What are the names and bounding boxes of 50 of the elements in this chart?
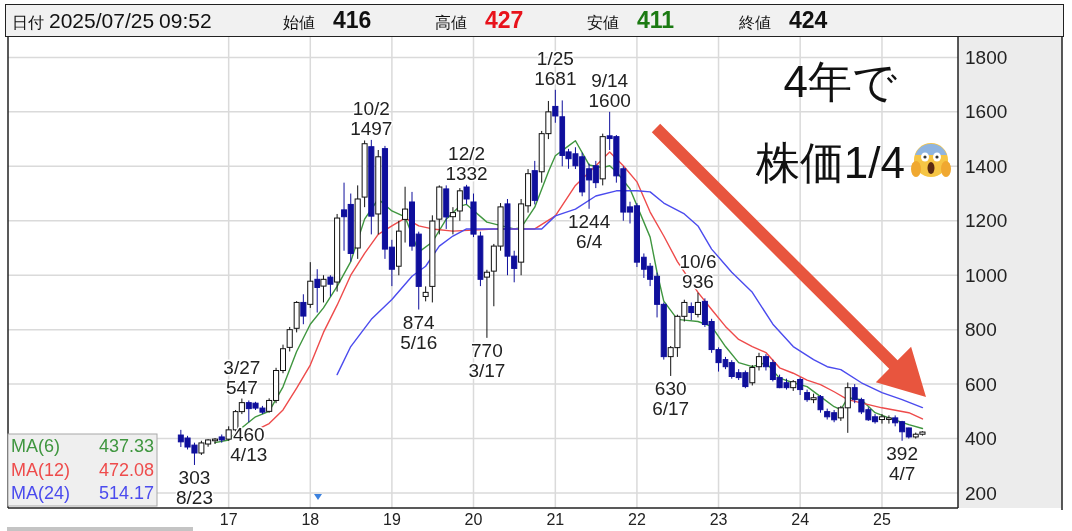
x-tick-label: 19 xyxy=(382,511,401,528)
candlestick xyxy=(307,261,314,309)
x-tick-label: 25 xyxy=(873,511,891,528)
annotation: 9/14 1600 xyxy=(588,69,631,111)
annotation: 460 4/13 xyxy=(230,424,268,466)
text: MA(12) 472.08 xyxy=(11,459,154,480)
chart-title: 日付 2025/07/25 09:52 xyxy=(12,9,212,32)
annotation: 12/2 1332 xyxy=(445,142,488,184)
y-tick-label: 1000 xyxy=(965,264,1008,286)
candlestick xyxy=(286,326,293,352)
y-tick-label: 200 xyxy=(965,482,997,504)
candlestick xyxy=(320,274,327,303)
candlestick xyxy=(449,206,456,235)
candlestick xyxy=(402,186,409,244)
candlestick xyxy=(463,184,470,205)
annotation: 770 3/17 xyxy=(468,339,506,381)
annotation: 630 6/17 xyxy=(652,377,690,419)
annotation: 874 5/16 xyxy=(400,311,438,353)
x-tick-label: 23 xyxy=(709,511,728,528)
text: MA(24) 514.17 xyxy=(11,483,154,503)
candlestick xyxy=(749,364,756,386)
annotation: 392 4/7 xyxy=(886,442,918,484)
y-tick-label: 600 xyxy=(965,373,997,395)
y-tick-label: 800 xyxy=(965,319,997,341)
candlestick xyxy=(483,269,490,339)
y-tick-label: 1800 xyxy=(965,46,1008,68)
y-tick-label: 400 xyxy=(965,428,997,450)
y-tick-label: 1600 xyxy=(965,101,1008,123)
y-tick-label: 1200 xyxy=(965,210,1008,232)
annotation: 1244 6/4 xyxy=(567,210,611,252)
annotation: 株価1/4 xyxy=(754,138,905,187)
text: 始値 416 高値 427 安値 411 終値 424 xyxy=(283,7,828,33)
y-tick-label: 1400 xyxy=(965,155,1008,177)
annotation: 4年で xyxy=(783,57,897,106)
candlestick xyxy=(314,268,321,314)
x-tick-label: 24 xyxy=(791,511,810,528)
annotation: 10/2 1497 xyxy=(350,97,393,139)
x-tick-label: 18 xyxy=(301,511,320,528)
annotation: 3/27 547 xyxy=(223,356,261,398)
x-tick-label: 22 xyxy=(628,511,646,528)
x-tick-label: 20 xyxy=(464,511,483,528)
annotation: 1/25 1681 xyxy=(534,47,577,89)
candlestick xyxy=(694,292,702,318)
x-tick-label: 17 xyxy=(219,511,238,528)
candlestick xyxy=(327,274,334,297)
candlestick xyxy=(456,187,463,222)
candlestick xyxy=(300,293,307,325)
annotation: 303 8/23 xyxy=(175,466,213,508)
text: MA(6) 437.33 xyxy=(11,436,154,456)
x-tick-label: 21 xyxy=(546,511,565,528)
